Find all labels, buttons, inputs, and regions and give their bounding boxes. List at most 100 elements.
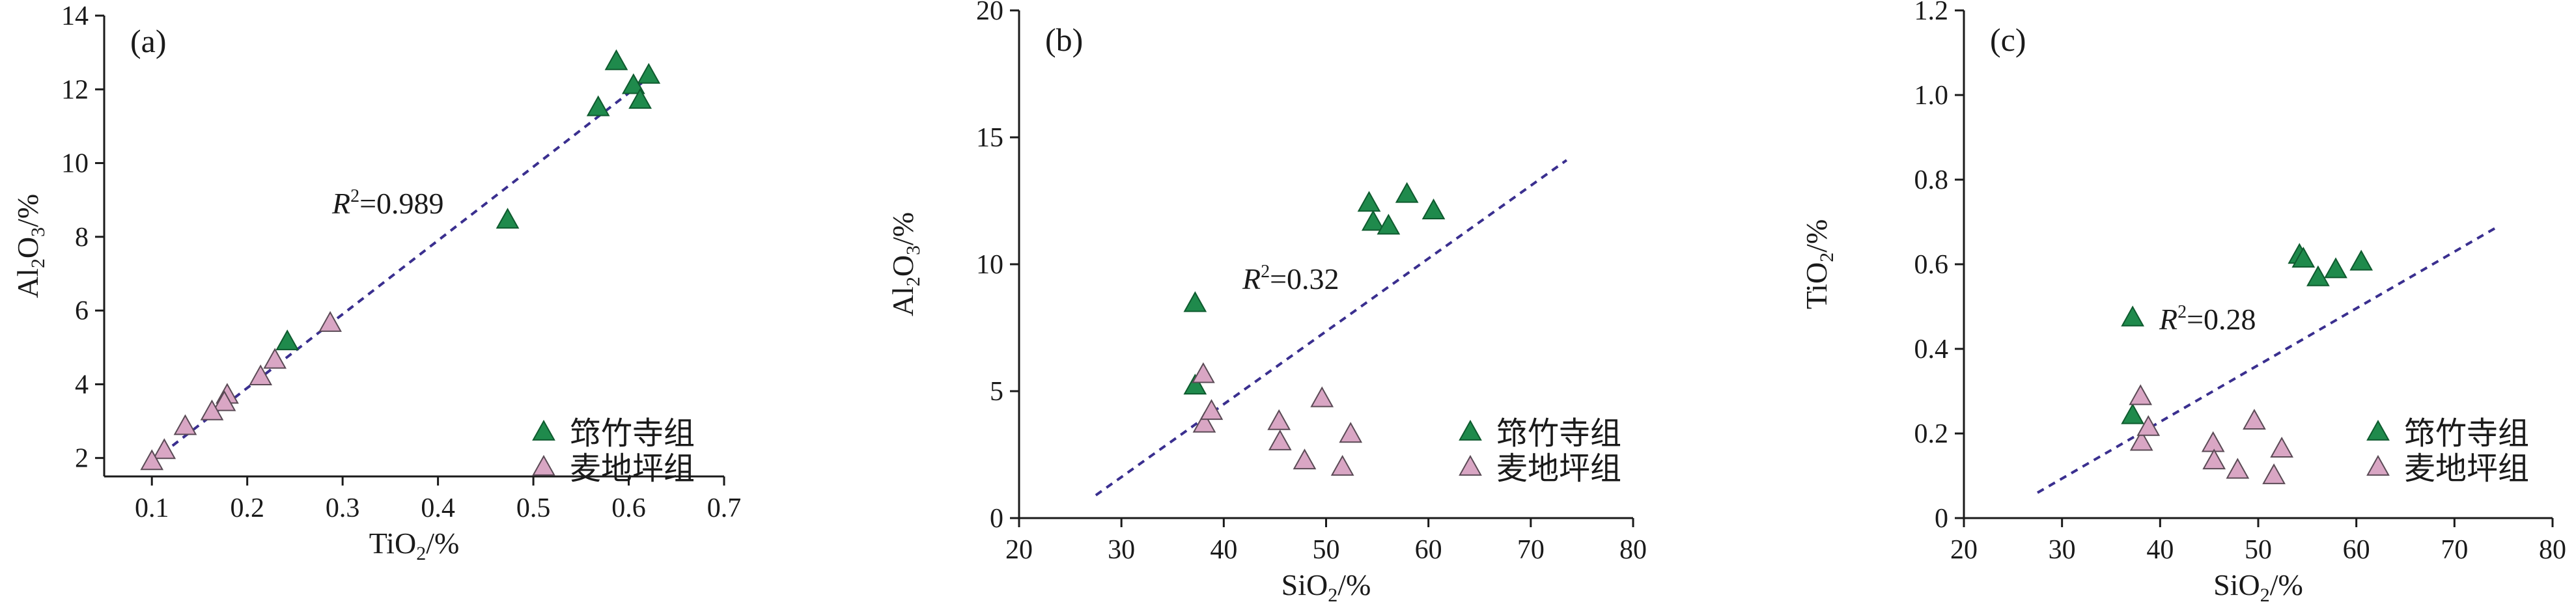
data-point-maidiping bbox=[1192, 362, 1215, 383]
y-tick-label: 5 bbox=[990, 377, 1003, 407]
data-point-qiongzhusi bbox=[1357, 191, 1381, 212]
data-point-maidiping bbox=[2270, 437, 2294, 458]
data-point-qiongzhusi bbox=[637, 62, 661, 84]
x-tick-label: 0.7 bbox=[707, 493, 742, 523]
r-squared-annotation: R2=0.32 bbox=[1242, 262, 1339, 295]
data-point-qiongzhusi bbox=[1421, 199, 1446, 219]
data-point-qiongzhusi bbox=[604, 49, 628, 70]
data-point-qiongzhusi bbox=[2121, 403, 2145, 424]
legend-marker bbox=[2366, 454, 2390, 476]
chart-panel-3: 20 30 40 50 60 70 80 0 0.2 0.4 0.6 0.8 1.0 1.2 SiO2/% T… bbox=[1800, 0, 2566, 604]
x-tick-label: 0.5 bbox=[516, 493, 551, 523]
regression-line bbox=[2036, 225, 2500, 494]
y-tick-label: 0.6 bbox=[1914, 250, 1949, 280]
legend-marker bbox=[2366, 419, 2390, 441]
x-tick-label: 60 bbox=[1415, 535, 1442, 565]
data-point-maidiping bbox=[1339, 422, 1363, 443]
y-tick-label: 4 bbox=[75, 370, 89, 400]
x-tick-label: 80 bbox=[1619, 535, 1647, 565]
legend-label: 筇竹寺组 bbox=[1496, 415, 1621, 452]
x-tick-label: 40 bbox=[1210, 535, 1237, 565]
data-point-maidiping bbox=[263, 348, 287, 369]
y-tick-label: 2 bbox=[75, 444, 89, 474]
data-point-maidiping bbox=[318, 310, 342, 332]
data-point-qiongzhusi bbox=[2121, 305, 2145, 327]
data-point-maidiping bbox=[200, 399, 224, 420]
data-point-qiongzhusi bbox=[1361, 210, 1385, 231]
legend-marker bbox=[1459, 419, 1482, 441]
y-tick-label: 0.2 bbox=[1914, 419, 1949, 449]
x-tick-label: 20 bbox=[1950, 535, 1978, 565]
x-tick-label: 30 bbox=[2049, 535, 2076, 565]
x-tick-label: 50 bbox=[1313, 535, 1340, 565]
regression-line bbox=[1095, 159, 1568, 497]
x-axis-title: SiO2/% bbox=[1281, 568, 1371, 604]
y-tick-label: 0.4 bbox=[1914, 335, 1949, 364]
y-tick-label: 15 bbox=[976, 123, 1003, 153]
x-tick-label: 0.6 bbox=[611, 493, 646, 523]
data-point-qiongzhusi bbox=[2349, 249, 2373, 271]
legend-label: 筇竹寺组 bbox=[2404, 415, 2529, 452]
y-tick-label: 1.0 bbox=[1914, 81, 1949, 111]
y-tick-label: 0 bbox=[990, 504, 1003, 534]
y-tick-label: 6 bbox=[75, 296, 89, 326]
chart-panel-1: 0.1 0.2 0.3 0.4 0.5 0.6 0.7 2 4 6 8 10 12 14 TiO2/% Al2… bbox=[11, 1, 741, 564]
x-tick-label: 0.4 bbox=[421, 493, 455, 523]
x-tick-label: 70 bbox=[1517, 535, 1545, 565]
r-squared-annotation: R2=0.28 bbox=[2159, 302, 2256, 336]
panel-label: (a) bbox=[130, 23, 167, 59]
data-point-maidiping bbox=[2226, 458, 2250, 479]
data-point-maidiping bbox=[152, 438, 176, 460]
data-point-maidiping bbox=[1330, 454, 1354, 476]
data-point-maidiping bbox=[173, 414, 197, 435]
y-axis-title: Al2O3/% bbox=[11, 194, 49, 298]
y-tick-label: 10 bbox=[61, 149, 89, 179]
data-point-qiongzhusi bbox=[275, 329, 300, 351]
x-axis-title: SiO2/% bbox=[2213, 568, 2303, 604]
x-tick-label: 40 bbox=[2146, 535, 2174, 565]
y-tick-label: 12 bbox=[61, 75, 89, 105]
x-tick-label: 50 bbox=[2245, 535, 2272, 565]
x-tick-label: 60 bbox=[2343, 535, 2370, 565]
data-point-maidiping bbox=[212, 390, 236, 411]
data-point-qiongzhusi bbox=[1377, 213, 1401, 235]
legend-label: 筇竹寺组 bbox=[570, 415, 695, 452]
panel-label: (c) bbox=[1990, 21, 2026, 58]
data-point-qiongzhusi bbox=[2291, 247, 2316, 268]
y-tick-label: 1.2 bbox=[1914, 0, 1949, 26]
data-point-maidiping bbox=[1293, 448, 1317, 470]
data-point-maidiping bbox=[1268, 429, 1292, 450]
data-point-maidiping bbox=[2262, 463, 2286, 484]
legend-marker bbox=[1459, 454, 1482, 476]
data-point-maidiping bbox=[2201, 431, 2225, 452]
data-point-qiongzhusi bbox=[2324, 257, 2347, 279]
panel-label: (b) bbox=[1045, 21, 1083, 58]
data-point-qiongzhusi bbox=[1183, 291, 1207, 312]
x-tick-label: 0.3 bbox=[326, 493, 360, 523]
data-point-maidiping bbox=[1310, 386, 1334, 407]
data-point-maidiping bbox=[2202, 448, 2226, 470]
data-point-maidiping bbox=[2129, 430, 2153, 451]
y-tick-label: 14 bbox=[61, 1, 89, 31]
x-tick-label: 0.2 bbox=[230, 493, 264, 523]
y-axis-title: TiO2/% bbox=[1800, 219, 1838, 310]
data-point-qiongzhusi bbox=[2306, 265, 2330, 286]
x-tick-label: 30 bbox=[1108, 535, 1135, 565]
y-tick-label: 0 bbox=[1935, 504, 1948, 534]
data-point-maidiping bbox=[2129, 384, 2153, 405]
legend-marker bbox=[532, 454, 555, 476]
legend-marker bbox=[532, 419, 555, 441]
x-tick-label: 0.1 bbox=[135, 493, 169, 523]
data-point-qiongzhusi bbox=[628, 88, 652, 109]
y-tick-label: 10 bbox=[976, 250, 1003, 280]
legend-label: 麦地坪组 bbox=[1496, 450, 1621, 487]
x-tick-label: 70 bbox=[2441, 535, 2468, 565]
y-tick-label: 20 bbox=[976, 0, 1003, 26]
data-point-maidiping bbox=[1267, 409, 1291, 430]
legend-label: 麦地坪组 bbox=[2404, 450, 2529, 487]
x-tick-label: 20 bbox=[1005, 535, 1033, 565]
data-point-maidiping bbox=[140, 449, 164, 471]
data-point-maidiping bbox=[2243, 409, 2266, 430]
x-tick-label: 80 bbox=[2539, 535, 2566, 565]
